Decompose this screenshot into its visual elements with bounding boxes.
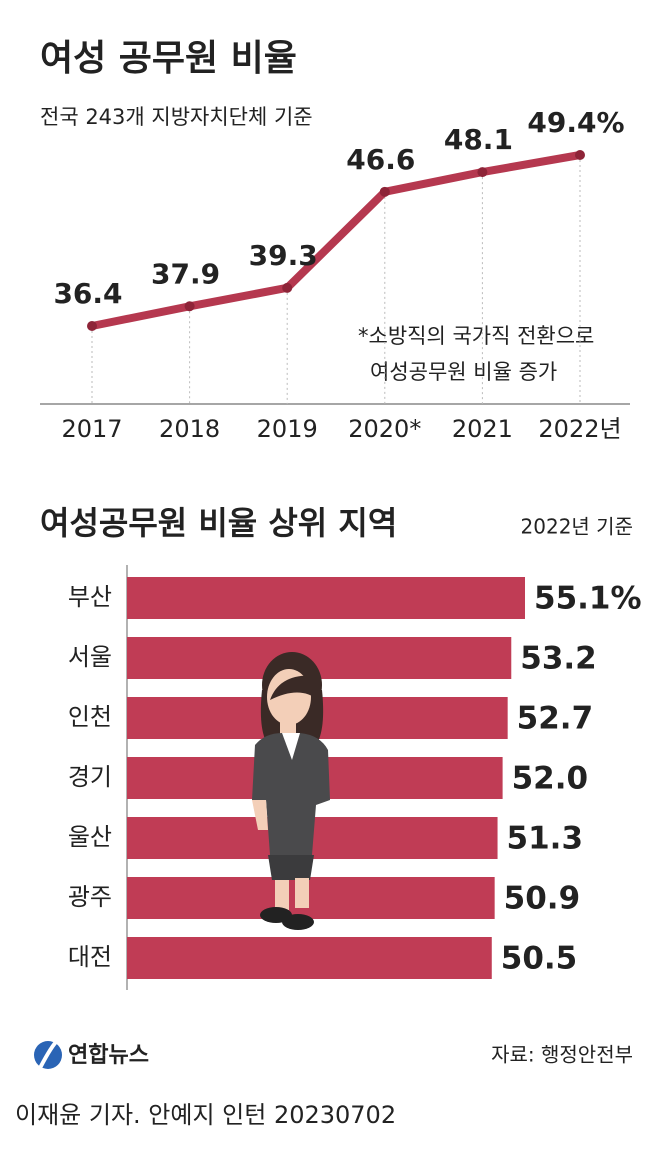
value-label: 37.9 (151, 257, 220, 290)
logo (34, 1038, 62, 1069)
value-label: 48.1 (444, 123, 513, 156)
value-label: 51.3 (507, 821, 584, 857)
chart-subtitle: 전국 243개 지방자치단체 기준 (40, 105, 313, 129)
category-label: 광주 (68, 883, 112, 911)
value-label: 53.2 (520, 641, 597, 677)
value-label: 52.7 (517, 701, 594, 737)
chart-subtitle: 2022년 기준 (521, 515, 633, 539)
chart-title: 여성공무원 비율 상위 지역 (40, 504, 397, 542)
value-label: 50.5 (501, 941, 578, 977)
value-label: 49.4% (527, 106, 624, 139)
source: 자료: 행정안전부 (491, 1043, 633, 1067)
value-label: 52.0 (512, 761, 589, 797)
logo-text: 연합뉴스 (68, 1042, 149, 1068)
chart-title: 여성 공무원 비율 (40, 38, 297, 79)
point (379, 186, 390, 197)
point (184, 301, 195, 312)
woman-illustration (252, 652, 330, 930)
x-tick-label: 2020* (348, 415, 421, 443)
bar (127, 877, 495, 919)
category-label: 경기 (68, 763, 112, 791)
point (282, 282, 293, 293)
annotation: *소방직의 국가직 전환으로 (358, 324, 594, 348)
category-label: 인천 (68, 703, 112, 731)
x-tick-label: 2017 (61, 415, 122, 443)
credit: 이재윤 기자. 안예지 인턴 20230702 (15, 1101, 396, 1129)
annotation: 여성공무원 비율 증가 (370, 360, 557, 384)
category-label: 대전 (68, 943, 112, 971)
x-tick-label: 2019 (257, 415, 318, 443)
point (477, 167, 488, 178)
bar (127, 937, 492, 979)
x-tick-label: 2018 (159, 415, 220, 443)
bar (127, 577, 525, 619)
value-label: 55.1% (534, 581, 642, 617)
category-label: 울산 (68, 823, 112, 851)
value-label: 39.3 (249, 239, 318, 272)
x-tick-label: 2021 (452, 415, 513, 443)
value-label: 46.6 (346, 143, 415, 176)
value-label: 50.9 (504, 881, 581, 917)
category-label: 부산 (68, 583, 112, 611)
point (87, 321, 97, 331)
point (575, 150, 585, 160)
line (88, 151, 584, 330)
value-label: 36.4 (53, 277, 122, 310)
x-tick-label: 2022년 (538, 415, 621, 443)
category-label: 서울 (68, 643, 112, 671)
